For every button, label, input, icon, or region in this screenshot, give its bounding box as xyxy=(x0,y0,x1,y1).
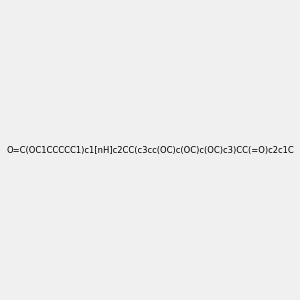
Text: O=C(OC1CCCCC1)c1[nH]c2CC(c3cc(OC)c(OC)c(OC)c3)CC(=O)c2c1C: O=C(OC1CCCCC1)c1[nH]c2CC(c3cc(OC)c(OC)c(… xyxy=(6,146,294,154)
